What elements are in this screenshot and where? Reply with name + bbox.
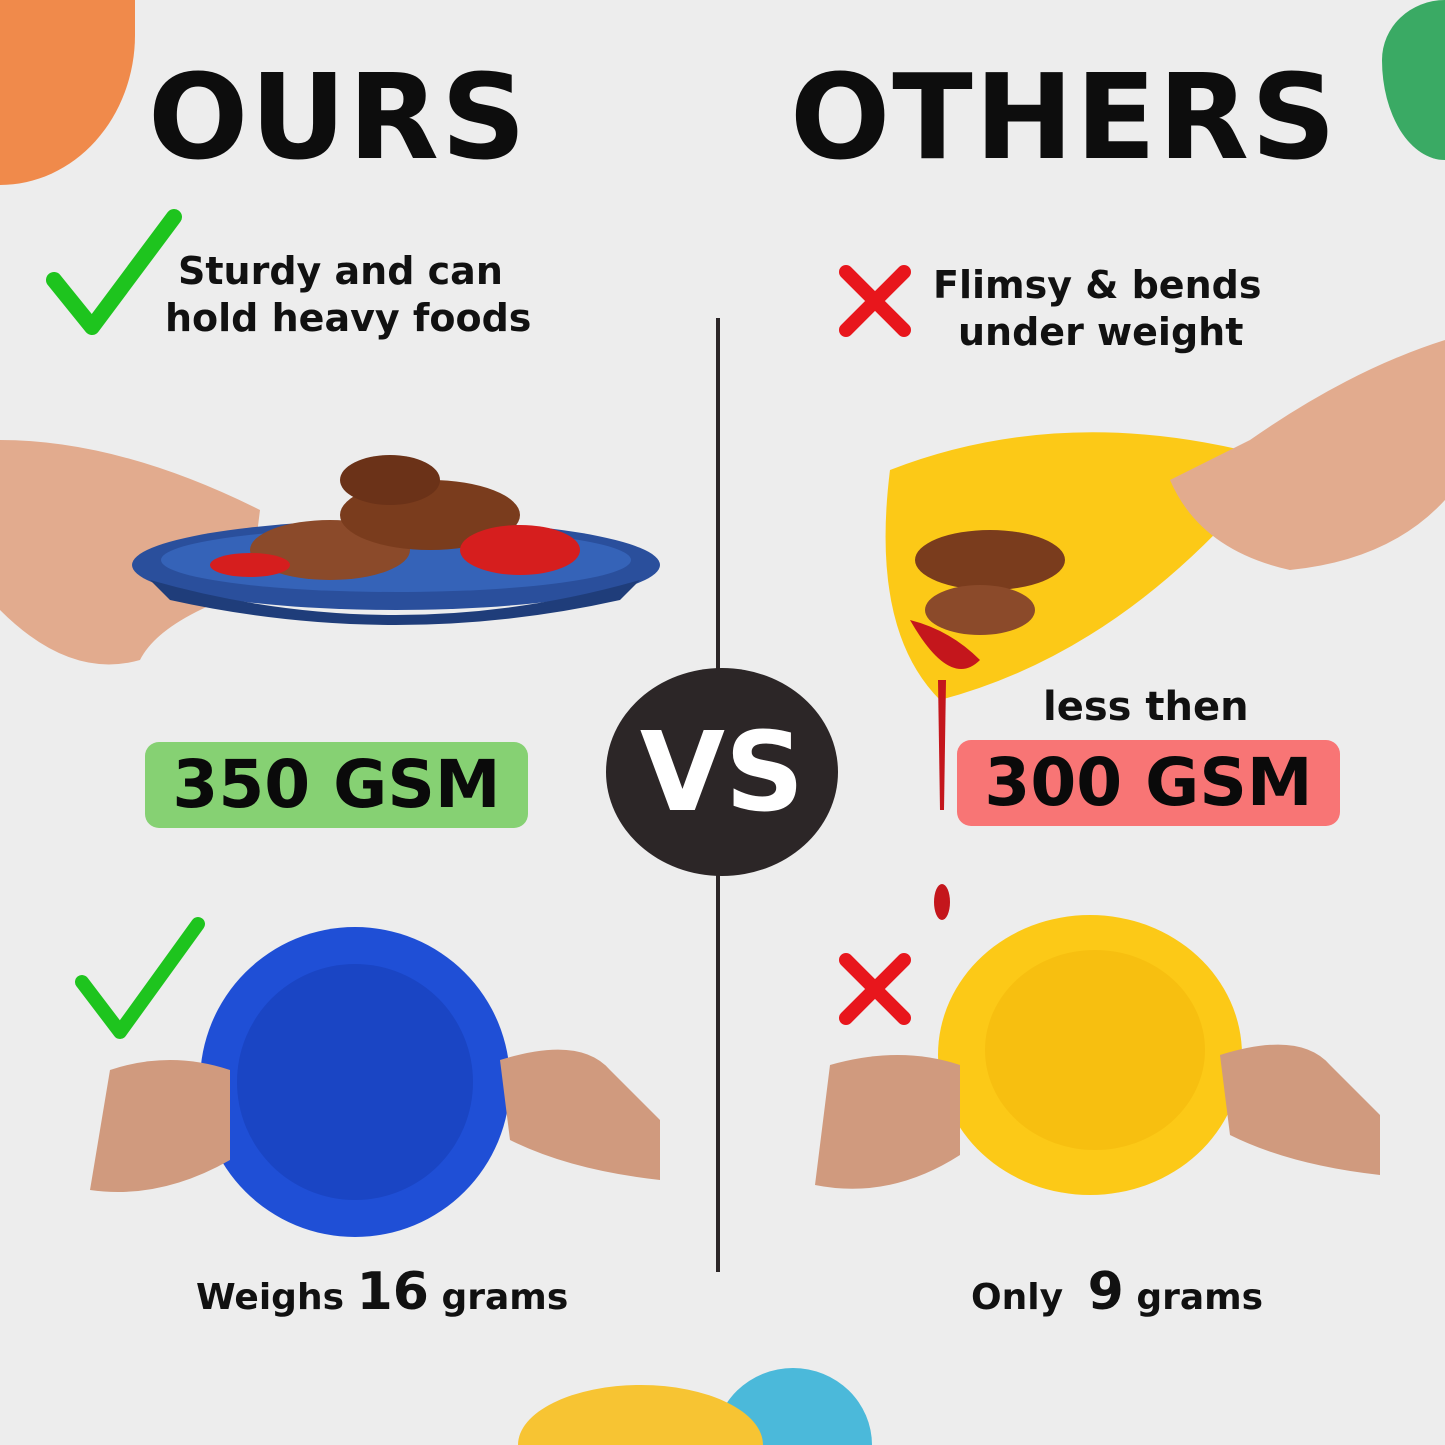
yellow-plate-image: [815, 915, 1380, 1195]
blue-plate-image: [90, 927, 660, 1237]
ours-claim-line2: hold heavy foods: [165, 296, 532, 340]
x-icon: [839, 953, 911, 1025]
others-gsm-badge: 300 GSM: [957, 740, 1340, 826]
green-circle-decoration: [1382, 0, 1445, 160]
yellow-circle-decoration: [518, 1385, 763, 1445]
ours-weight-value: 16: [356, 1262, 429, 1322]
plate-with-food-image: [0, 440, 660, 665]
ours-title: OURS: [148, 48, 528, 186]
divider-bottom: [716, 874, 720, 1272]
divider-top: [716, 318, 720, 670]
ours-claim-line1: Sturdy and can: [178, 249, 503, 293]
others-weight-value: 9: [1087, 1262, 1124, 1322]
check-icon: [75, 917, 205, 1039]
others-weight-suffix: grams: [1136, 1277, 1264, 1318]
ours-claim: Sturdy and can hold heavy foods: [165, 248, 531, 342]
ours-gsm-badge: 350 GSM: [145, 742, 528, 828]
vs-badge: VS: [606, 668, 838, 876]
ours-weight-caption: Weighs 16 grams: [196, 1262, 568, 1322]
ours-weight-prefix: Weighs: [196, 1277, 345, 1318]
orange-circle-decoration: [0, 0, 135, 185]
others-title: OTHERS: [790, 48, 1339, 186]
others-claim-line1: Flimsy & bends: [933, 263, 1262, 307]
bent-plate-with-food-image: [885, 340, 1445, 920]
less-then-label: less then: [1043, 684, 1249, 730]
others-weight-prefix: Only: [971, 1277, 1064, 1318]
others-claim: Flimsy & bends under weight: [933, 262, 1261, 356]
ours-weight-suffix: grams: [441, 1277, 569, 1318]
check-icon: [46, 209, 182, 335]
others-claim-line2: under weight: [958, 310, 1244, 354]
x-icon: [839, 265, 911, 337]
others-weight-caption: Only 9 grams: [971, 1262, 1263, 1322]
